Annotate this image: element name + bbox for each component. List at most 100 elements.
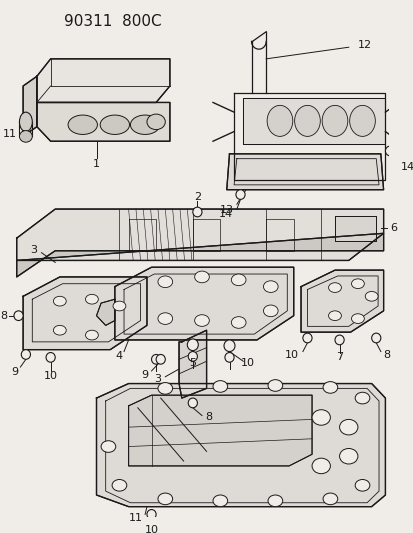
- Ellipse shape: [85, 294, 98, 304]
- Ellipse shape: [263, 281, 278, 293]
- Text: 1: 1: [93, 158, 100, 168]
- Ellipse shape: [53, 296, 66, 306]
- Polygon shape: [23, 277, 147, 350]
- Ellipse shape: [46, 352, 55, 362]
- Ellipse shape: [235, 190, 244, 199]
- Ellipse shape: [302, 333, 311, 343]
- Polygon shape: [226, 154, 383, 190]
- Text: 5: 5: [189, 358, 196, 368]
- Ellipse shape: [101, 441, 116, 453]
- Ellipse shape: [322, 493, 337, 505]
- Ellipse shape: [321, 106, 347, 136]
- Ellipse shape: [19, 112, 32, 132]
- Ellipse shape: [130, 115, 159, 134]
- Ellipse shape: [354, 392, 369, 404]
- Text: 7: 7: [335, 352, 342, 362]
- Ellipse shape: [188, 398, 197, 408]
- Ellipse shape: [151, 354, 160, 364]
- Ellipse shape: [187, 339, 198, 351]
- Ellipse shape: [267, 379, 282, 391]
- Ellipse shape: [188, 352, 197, 361]
- Text: 10: 10: [240, 358, 254, 368]
- Ellipse shape: [334, 335, 343, 345]
- Ellipse shape: [224, 352, 233, 362]
- Ellipse shape: [371, 333, 380, 343]
- Polygon shape: [96, 299, 114, 325]
- Ellipse shape: [147, 510, 156, 519]
- Ellipse shape: [212, 495, 227, 507]
- Ellipse shape: [322, 382, 337, 393]
- Text: 3: 3: [30, 245, 37, 255]
- Ellipse shape: [194, 314, 209, 326]
- Ellipse shape: [231, 317, 245, 328]
- Ellipse shape: [21, 350, 31, 359]
- Ellipse shape: [263, 305, 278, 317]
- Polygon shape: [128, 395, 311, 466]
- Ellipse shape: [351, 314, 363, 324]
- Ellipse shape: [156, 354, 165, 364]
- Text: 6: 6: [389, 223, 396, 233]
- Ellipse shape: [311, 410, 330, 425]
- Ellipse shape: [212, 381, 227, 392]
- Text: 14: 14: [400, 163, 413, 172]
- Ellipse shape: [85, 330, 98, 340]
- Ellipse shape: [351, 279, 363, 288]
- Polygon shape: [300, 270, 383, 332]
- Polygon shape: [37, 102, 169, 141]
- Polygon shape: [114, 267, 293, 340]
- Polygon shape: [37, 59, 169, 102]
- Ellipse shape: [14, 311, 23, 320]
- Ellipse shape: [328, 282, 341, 293]
- Ellipse shape: [53, 325, 66, 335]
- Ellipse shape: [19, 131, 32, 142]
- Text: 4: 4: [115, 351, 122, 361]
- Ellipse shape: [385, 146, 394, 156]
- Ellipse shape: [328, 311, 341, 320]
- Ellipse shape: [267, 495, 282, 507]
- Text: 90311  800C: 90311 800C: [64, 14, 161, 29]
- Polygon shape: [96, 384, 385, 507]
- Ellipse shape: [266, 106, 292, 136]
- Ellipse shape: [339, 419, 357, 435]
- Ellipse shape: [68, 115, 97, 134]
- Ellipse shape: [349, 106, 375, 136]
- Text: 2: 2: [193, 192, 200, 203]
- Polygon shape: [179, 330, 206, 398]
- Polygon shape: [17, 209, 383, 261]
- Polygon shape: [334, 216, 375, 241]
- Text: 11: 11: [3, 130, 17, 140]
- Text: 13: 13: [220, 205, 233, 215]
- Text: 10: 10: [285, 350, 299, 360]
- Text: 3: 3: [153, 374, 160, 384]
- Text: 11: 11: [128, 513, 142, 523]
- Text: 14: 14: [218, 209, 233, 219]
- Text: 10: 10: [144, 525, 158, 533]
- Text: 8: 8: [205, 413, 212, 423]
- Text: 10: 10: [43, 371, 57, 381]
- Ellipse shape: [339, 448, 357, 464]
- Ellipse shape: [158, 493, 172, 505]
- Ellipse shape: [223, 340, 235, 352]
- Ellipse shape: [147, 114, 165, 130]
- Polygon shape: [17, 233, 383, 277]
- Text: 8: 8: [0, 311, 7, 321]
- Text: 12: 12: [357, 41, 371, 50]
- Ellipse shape: [192, 207, 202, 217]
- Text: 9: 9: [141, 370, 148, 380]
- Ellipse shape: [158, 313, 172, 325]
- Ellipse shape: [354, 480, 369, 491]
- Ellipse shape: [113, 301, 126, 311]
- Ellipse shape: [231, 274, 245, 286]
- Text: 9: 9: [12, 367, 19, 377]
- Ellipse shape: [112, 480, 126, 491]
- Ellipse shape: [100, 115, 129, 134]
- Polygon shape: [23, 76, 37, 136]
- Ellipse shape: [364, 292, 377, 301]
- Ellipse shape: [194, 271, 209, 282]
- Text: 8: 8: [383, 350, 390, 360]
- Ellipse shape: [294, 106, 320, 136]
- Polygon shape: [243, 98, 385, 144]
- Ellipse shape: [158, 276, 172, 288]
- Ellipse shape: [311, 458, 330, 474]
- Ellipse shape: [158, 383, 172, 394]
